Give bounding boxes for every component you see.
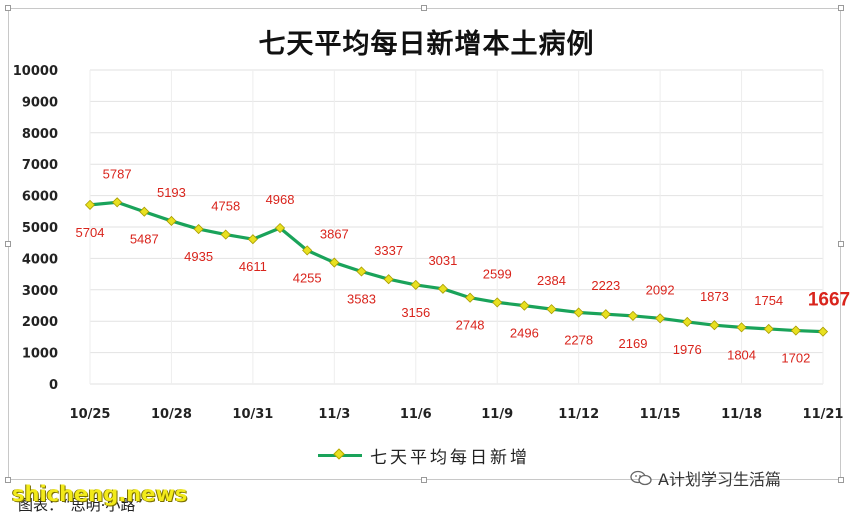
data-point-marker	[139, 206, 150, 217]
data-point-marker	[790, 325, 801, 336]
data-point-marker	[220, 229, 231, 240]
data-point-marker	[682, 316, 693, 328]
data-point-marker	[112, 197, 123, 208]
data-label: 3156	[401, 305, 430, 320]
wechat-icon	[630, 470, 652, 486]
resize-handle-bottom-right[interactable]	[838, 477, 844, 483]
data-label-latest: 1667	[808, 290, 850, 311]
data-label: 2223	[591, 278, 620, 293]
data-label: 5487	[130, 232, 159, 247]
data-label: 1702	[781, 351, 810, 366]
brand-watermark: A计划学习生活篇	[630, 466, 781, 490]
legend-line-swatch	[318, 447, 362, 460]
data-label: 3031	[428, 253, 457, 268]
data-point-marker	[736, 322, 747, 333]
y-tick-label: 5000	[22, 221, 58, 236]
data-label: 3583	[347, 291, 376, 306]
data-point-marker	[302, 245, 313, 256]
y-tick-label: 3000	[22, 284, 58, 299]
data-point-marker	[465, 292, 476, 303]
y-tick-label: 10000	[13, 64, 58, 79]
data-label: 3337	[374, 243, 403, 258]
x-tick-label: 10/31	[232, 407, 273, 422]
data-label: 2092	[646, 282, 675, 297]
data-label: 4255	[293, 270, 322, 285]
y-tick-label: 9000	[22, 95, 58, 110]
y-tick-label: 4000	[22, 252, 58, 267]
data-label: 4611	[239, 259, 267, 274]
data-point-marker	[274, 222, 286, 234]
x-tick-label: 11/3	[318, 407, 350, 422]
resize-handle-left[interactable]	[5, 241, 11, 247]
data-label: 1976	[673, 342, 702, 357]
data-point-marker	[817, 326, 829, 337]
data-point-marker	[600, 309, 611, 320]
data-point-marker	[519, 300, 530, 311]
data-label: 4758	[211, 199, 240, 214]
chart-title: 七天平均每日新增本土病例	[258, 29, 595, 60]
data-point-marker	[763, 323, 774, 334]
x-tick-label: 11/6	[400, 407, 432, 422]
data-label: 1873	[700, 289, 729, 304]
data-label: 2748	[456, 318, 485, 333]
chart-frame	[5, 5, 844, 483]
x-tick-label: 10/25	[70, 407, 111, 422]
data-label: 2599	[483, 266, 512, 281]
x-tick-label: 11/21	[803, 407, 844, 422]
data-point-marker	[329, 257, 340, 268]
data-label: 5193	[157, 185, 186, 200]
data-point-marker	[627, 310, 639, 321]
y-tick-label: 7000	[22, 158, 58, 173]
data-point-marker	[193, 223, 204, 235]
data-point-marker	[546, 304, 557, 315]
data-point-marker	[709, 320, 720, 331]
x-tick-label: 11/18	[721, 407, 762, 422]
y-tick-label: 6000	[22, 190, 58, 205]
x-tick-label: 10/28	[151, 407, 192, 422]
site-watermark: shicheng.news	[12, 482, 188, 506]
resize-handle-top-right[interactable]	[838, 5, 844, 11]
data-label: 2169	[619, 336, 648, 351]
resize-handle-top[interactable]	[421, 5, 427, 11]
y-tick-label: 0	[49, 378, 58, 393]
data-label: 2496	[510, 326, 539, 341]
data-point-marker	[247, 234, 258, 245]
y-tick-label: 1000	[22, 347, 58, 362]
x-tick-label: 11/15	[640, 407, 681, 422]
data-label: 5704	[76, 225, 105, 240]
figure-caption: 图表：“思明·小路”	[18, 496, 144, 514]
brand-watermark-text: A计划学习生活篇	[658, 470, 781, 489]
data-label: 4968	[266, 192, 295, 207]
data-point-marker	[410, 279, 421, 290]
resize-handle-top-left[interactable]	[5, 5, 11, 11]
legend-label: 七天平均每日新增	[370, 447, 530, 468]
y-tick-label: 2000	[22, 315, 58, 330]
data-point-marker	[383, 274, 394, 285]
x-tick-label: 11/12	[558, 407, 599, 422]
data-point-marker	[655, 313, 666, 324]
resize-handle-bottom[interactable]	[421, 477, 427, 483]
data-point-marker	[166, 215, 177, 227]
data-point-marker	[356, 266, 367, 277]
data-label: 5787	[103, 166, 132, 181]
data-label: 2384	[537, 273, 566, 288]
resize-handle-bottom-left[interactable]	[5, 477, 11, 483]
chart-legend: 七天平均每日新增	[318, 444, 530, 468]
data-label: 1754	[754, 293, 783, 308]
data-point-marker	[437, 283, 448, 294]
data-point-marker	[492, 297, 503, 308]
resize-handle-right[interactable]	[838, 241, 844, 247]
x-tick-label: 11/9	[481, 407, 513, 422]
data-label: 2278	[564, 332, 593, 347]
data-point-marker	[84, 199, 96, 210]
data-label: 1804	[727, 347, 756, 362]
legend-diamond-marker	[333, 447, 345, 460]
data-label: 3867	[320, 227, 349, 242]
y-tick-label: 8000	[22, 127, 58, 142]
data-label: 4935	[184, 249, 213, 264]
series-line	[89, 200, 824, 334]
data-point-marker	[573, 307, 584, 318]
